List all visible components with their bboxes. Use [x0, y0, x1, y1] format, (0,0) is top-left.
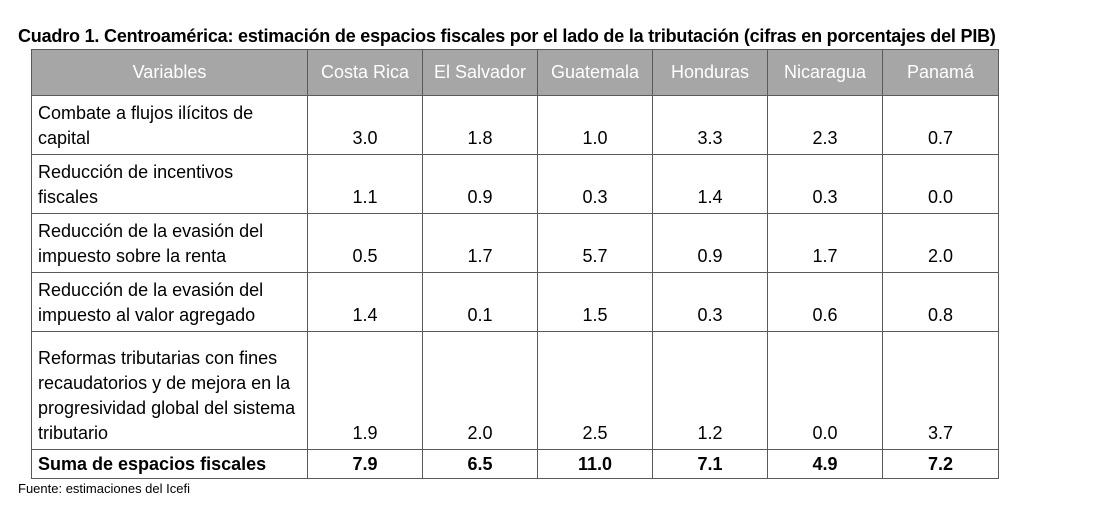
total-value: 7.9 [307, 449, 423, 479]
cell-value: 2.0 [422, 331, 538, 450]
cell-value: 0.1 [422, 272, 538, 332]
table-row: Reformas tributarias con fines recaudato… [31, 331, 999, 450]
cell-value: 0.9 [422, 154, 538, 214]
row-label: Reducción de incentivos fiscales [31, 154, 308, 214]
cell-value: 1.8 [422, 95, 538, 155]
cell-value: 0.7 [882, 95, 999, 155]
cell-value: 1.1 [307, 154, 423, 214]
header-variables: Variables [31, 49, 308, 96]
table-row: Combate a flujos ilícitos de capital 3.0… [31, 95, 999, 155]
cell-value: 0.0 [767, 331, 883, 450]
cell-value: 5.7 [537, 213, 653, 273]
cell-value: 1.2 [652, 331, 768, 450]
cell-value: 1.0 [537, 95, 653, 155]
source-note: Fuente: estimaciones del Icefi [18, 481, 190, 496]
total-row: Suma de espacios fiscales 7.9 6.5 11.0 7… [31, 449, 999, 479]
cell-value: 3.7 [882, 331, 999, 450]
cell-value: 0.6 [767, 272, 883, 332]
cell-value: 1.5 [537, 272, 653, 332]
table-row: Reducción de la evasión del impuesto al … [31, 272, 999, 332]
row-label: Reformas tributarias con fines recaudato… [31, 331, 308, 450]
cell-value: 1.4 [307, 272, 423, 332]
cell-value: 2.0 [882, 213, 999, 273]
table-row: Reducción de incentivos fiscales 1.1 0.9… [31, 154, 999, 214]
header-panama: Panamá [882, 49, 999, 96]
cell-value: 1.7 [767, 213, 883, 273]
fiscal-space-table: Variables Costa Rica El Salvador Guatema… [31, 49, 999, 479]
cell-value: 0.5 [307, 213, 423, 273]
total-value: 4.9 [767, 449, 883, 479]
cell-value: 0.3 [652, 272, 768, 332]
header-row: Variables Costa Rica El Salvador Guatema… [31, 49, 999, 96]
header-guatemala: Guatemala [537, 49, 653, 96]
cell-value: 3.0 [307, 95, 423, 155]
table-row: Reducción de la evasión del impuesto sob… [31, 213, 999, 273]
cell-value: 0.3 [767, 154, 883, 214]
header-costa-rica: Costa Rica [307, 49, 423, 96]
cell-value: 1.7 [422, 213, 538, 273]
cell-value: 0.8 [882, 272, 999, 332]
total-value: 7.1 [652, 449, 768, 479]
table-title: Cuadro 1. Centroamérica: estimación de e… [18, 26, 996, 46]
header-el-salvador: El Salvador [422, 49, 538, 96]
total-label: Suma de espacios fiscales [31, 449, 308, 479]
total-value: 7.2 [882, 449, 999, 479]
cell-value: 3.3 [652, 95, 768, 155]
row-label: Reducción de la evasión del impuesto al … [31, 272, 308, 332]
total-value: 6.5 [422, 449, 538, 479]
row-label: Combate a flujos ilícitos de capital [31, 95, 308, 155]
cell-value: 0.0 [882, 154, 999, 214]
row-label: Reducción de la evasión del impuesto sob… [31, 213, 308, 273]
cell-value: 1.9 [307, 331, 423, 450]
header-nicaragua: Nicaragua [767, 49, 883, 96]
cell-value: 2.3 [767, 95, 883, 155]
total-value: 11.0 [537, 449, 653, 479]
header-honduras: Honduras [652, 49, 768, 96]
cell-value: 0.9 [652, 213, 768, 273]
cell-value: 0.3 [537, 154, 653, 214]
cell-value: 2.5 [537, 331, 653, 450]
cell-value: 1.4 [652, 154, 768, 214]
